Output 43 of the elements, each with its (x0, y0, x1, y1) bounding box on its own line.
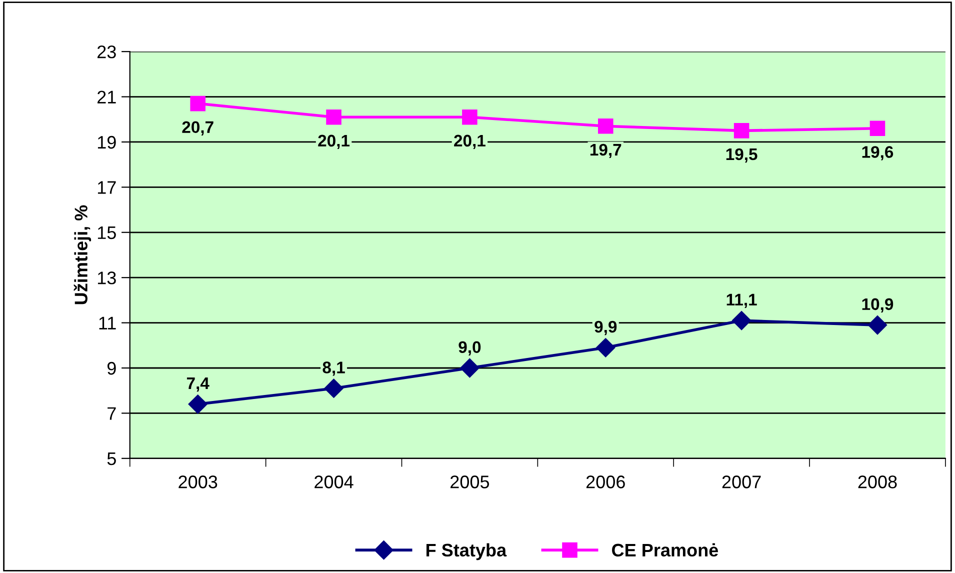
x-tick-label: 2008 (858, 476, 897, 488)
y-tick-label: 21 (98, 90, 116, 104)
data-label: 11,1 (726, 294, 757, 308)
y-tick-label: 9 (107, 362, 116, 375)
point (460, 358, 480, 378)
point (732, 310, 752, 330)
legend-label: F Statyba (426, 543, 507, 560)
x-tick-label: 2004 (314, 476, 354, 488)
y-tick-label: 17 (98, 181, 116, 194)
data-label: 10,9 (862, 298, 894, 312)
y-tick-label: 19 (98, 136, 116, 149)
point (598, 118, 614, 134)
x-tick-label: 2007 (722, 476, 761, 488)
data-label: 7,4 (186, 378, 210, 392)
data-label: 8,1 (322, 362, 345, 376)
x-tick-label: 2005 (450, 476, 490, 488)
y-tick-label: 7 (108, 407, 116, 420)
data-label: 9,9 (594, 320, 617, 336)
y-tick-label: 13 (98, 272, 116, 284)
data-label: 9,0 (458, 341, 481, 356)
point (190, 96, 206, 112)
data-label: 19,7 (590, 144, 622, 158)
legend-label: CE Pramonė (612, 543, 718, 557)
point (462, 109, 478, 125)
x-tick-label: 2006 (586, 476, 625, 488)
data-label: 20,1 (318, 134, 350, 150)
data-label: 20,7 (182, 121, 214, 136)
data-label: 19,6 (862, 146, 894, 160)
data-label: 19,5 (726, 148, 758, 163)
point (324, 378, 344, 398)
y-tick-label: 5 (107, 452, 116, 466)
point (734, 123, 750, 138)
y-tick-label: 11 (99, 316, 116, 330)
y-tick-label: 23 (98, 46, 116, 58)
x-tick-label: 2003 (178, 476, 218, 488)
point (870, 120, 886, 136)
y-tick-label: 15 (98, 226, 116, 240)
point (188, 394, 208, 414)
point (868, 316, 888, 335)
point (326, 109, 342, 125)
y-axis-title: Užimtieji, % (74, 205, 92, 304)
point (596, 338, 616, 358)
data-label: 20,1 (454, 134, 486, 150)
